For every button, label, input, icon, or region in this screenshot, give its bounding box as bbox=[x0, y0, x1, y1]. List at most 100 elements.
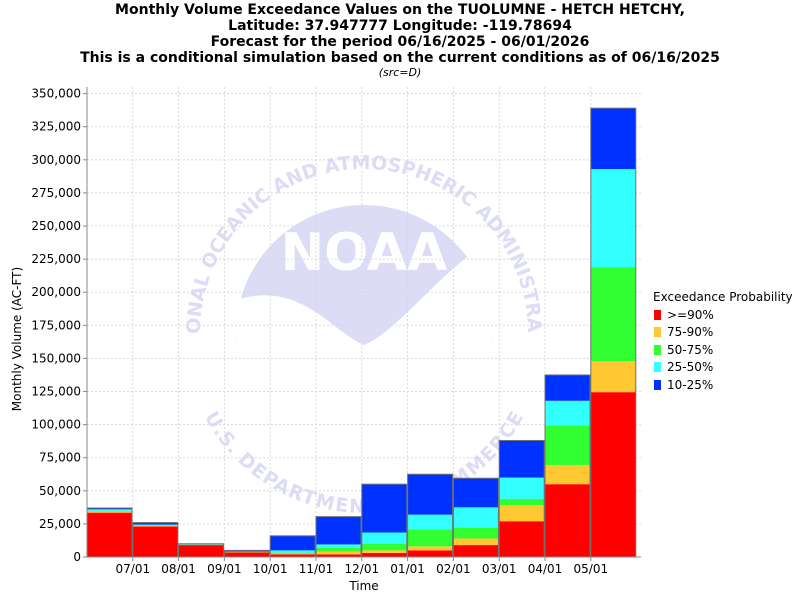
bar-segment bbox=[499, 521, 545, 557]
bar-segment bbox=[499, 477, 545, 499]
bar-segment bbox=[407, 474, 453, 515]
bar-segment bbox=[545, 400, 590, 426]
bar-segment bbox=[270, 553, 316, 555]
bar-segment bbox=[270, 550, 316, 553]
y-axis-label: Monthly Volume (AC-FT) bbox=[10, 267, 24, 411]
x-tick-label: 03/01 bbox=[482, 562, 517, 576]
y-tick-label: 275,000 bbox=[31, 186, 81, 200]
bar-segment bbox=[590, 108, 636, 170]
bar-segment bbox=[407, 546, 453, 551]
y-tick-label: 0 bbox=[73, 550, 81, 564]
bar-segment bbox=[545, 374, 590, 401]
legend-item: 75-90% bbox=[653, 324, 793, 342]
bar-segment bbox=[132, 525, 178, 527]
bar-segment bbox=[87, 508, 132, 510]
bar-segment bbox=[87, 512, 132, 557]
chart-title-line-1: Monthly Volume Exceedance Values on the … bbox=[115, 2, 685, 18]
chart-title-line-2: Latitude: 37.947777 Longitude: -119.7869… bbox=[228, 18, 572, 34]
bar-segment bbox=[499, 498, 545, 506]
bar-segment bbox=[87, 511, 132, 513]
bar-segment bbox=[316, 554, 361, 557]
bar-segment bbox=[178, 545, 224, 557]
y-tick-label: 150,000 bbox=[31, 351, 81, 365]
legend-item: 25-50% bbox=[653, 359, 793, 377]
bar-segment bbox=[316, 551, 361, 555]
legend-label: 75-90% bbox=[667, 325, 714, 340]
y-tick-label: 25,000 bbox=[39, 517, 81, 531]
chart-title-line-3: Forecast for the period 06/16/2025 - 06/… bbox=[210, 34, 590, 50]
y-tick-label: 250,000 bbox=[31, 219, 81, 233]
x-axis-label: Time bbox=[348, 579, 378, 593]
bar-segment bbox=[361, 543, 407, 551]
axes: 0 25,000 50,000 75,000 100,000 125,000 150,000… bbox=[31, 87, 641, 576]
bar-segment bbox=[270, 554, 316, 557]
bar-segment bbox=[132, 525, 178, 526]
bar-segment bbox=[499, 505, 545, 522]
y-tick-label: 200,000 bbox=[31, 285, 81, 299]
y-tick-label: 325,000 bbox=[31, 120, 81, 134]
bar-segment bbox=[316, 516, 361, 545]
bar-segment bbox=[453, 527, 499, 539]
bar-segment bbox=[590, 361, 636, 393]
bar-segment bbox=[499, 440, 545, 478]
bar-segment bbox=[453, 507, 499, 528]
legend-swatch bbox=[654, 362, 661, 373]
bar-segment bbox=[132, 524, 178, 526]
x-tick-label: 08/01 bbox=[161, 562, 196, 576]
legend: Exceedance Probability >=90% 75-90% 50-75%… bbox=[653, 289, 793, 394]
bar-segment bbox=[316, 547, 361, 552]
bar-segment bbox=[453, 538, 499, 546]
legend-swatch bbox=[654, 344, 661, 355]
bar-segment bbox=[361, 553, 407, 557]
x-tick-label: 11/01 bbox=[299, 562, 334, 576]
bar-segment bbox=[270, 552, 316, 554]
bar-segment bbox=[361, 484, 407, 533]
chart-title-line-4: This is a conditional simulation based o… bbox=[80, 50, 720, 66]
bar-segment bbox=[590, 267, 636, 362]
x-tick-label: 07/01 bbox=[116, 562, 151, 576]
noaa-emblem-logo-text: NOAA bbox=[281, 223, 448, 283]
y-tick-label: 125,000 bbox=[31, 385, 81, 399]
bar-segment bbox=[407, 514, 453, 530]
bar-segment bbox=[224, 550, 270, 552]
bar-segment bbox=[361, 532, 407, 544]
x-tick-label: 05/01 bbox=[574, 562, 609, 576]
bar-segment bbox=[453, 545, 499, 557]
bar-segment bbox=[87, 510, 132, 512]
bar-segment bbox=[270, 535, 316, 551]
x-tick-label: 12/01 bbox=[345, 562, 380, 576]
legend-item: 10-25% bbox=[653, 376, 793, 394]
bar-segment bbox=[407, 550, 453, 557]
bar-segment bbox=[545, 425, 590, 465]
y-tick-label: 50,000 bbox=[39, 484, 81, 498]
legend-swatch bbox=[654, 327, 661, 338]
bar-segment bbox=[132, 522, 178, 525]
legend-item: >=90% bbox=[653, 306, 793, 324]
y-tick-label: 300,000 bbox=[31, 153, 81, 167]
chart-subtitle: (src=D) bbox=[378, 66, 422, 79]
y-tick-label: 100,000 bbox=[31, 418, 81, 432]
legend-label: 50-75% bbox=[667, 342, 714, 357]
legend-label: 10-25% bbox=[667, 377, 714, 392]
y-tick-label: 350,000 bbox=[31, 87, 81, 101]
chart-title-block: Monthly Volume Exceedance Values on the … bbox=[0, 2, 800, 80]
bar-stacks bbox=[86, 107, 637, 558]
noaa-emblem-bird bbox=[236, 240, 492, 461]
bar-segment bbox=[590, 169, 636, 268]
legend-label: 25-50% bbox=[667, 360, 714, 375]
legend-swatch bbox=[654, 309, 661, 320]
y-tick-label: 225,000 bbox=[31, 252, 81, 266]
legend-title: Exceedance Probability bbox=[653, 290, 793, 304]
legend-swatch bbox=[654, 379, 661, 390]
bar-segment bbox=[545, 464, 590, 485]
y-tick-label: 175,000 bbox=[31, 318, 81, 332]
x-tick-label: 04/01 bbox=[528, 562, 563, 576]
bar-segment bbox=[316, 544, 361, 548]
x-tick-label: 01/01 bbox=[390, 562, 425, 576]
x-tick-label: 10/01 bbox=[253, 562, 288, 576]
x-tick-label: 09/01 bbox=[207, 562, 242, 576]
bar-segment bbox=[132, 526, 178, 557]
x-tick-label: 02/01 bbox=[436, 562, 471, 576]
legend-label: >=90% bbox=[667, 307, 714, 322]
